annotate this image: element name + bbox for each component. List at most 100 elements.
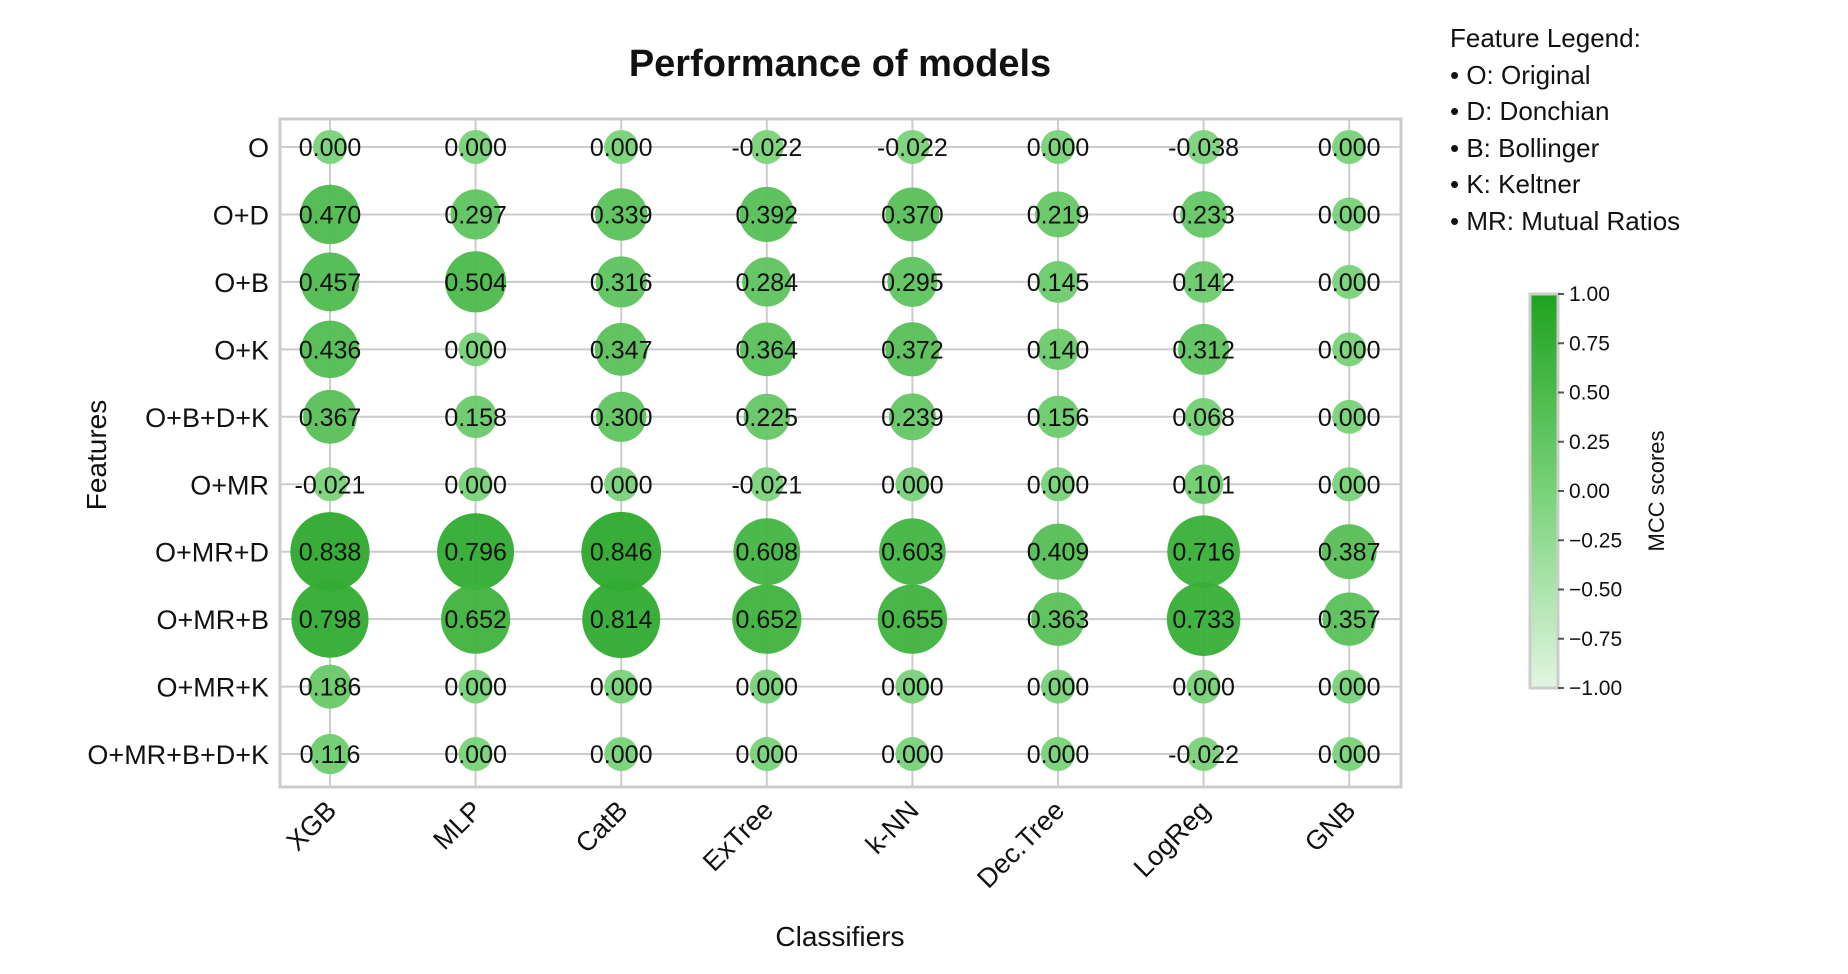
data-label: 0.000 xyxy=(881,471,944,499)
bubble xyxy=(1332,669,1367,704)
data-label: 0.000 xyxy=(1027,134,1090,162)
data-label: 0.000 xyxy=(1318,404,1381,432)
colorbar-tick-label: −0.25 xyxy=(1569,529,1622,552)
bubble xyxy=(885,187,940,242)
bubble xyxy=(1186,130,1221,164)
bubble xyxy=(887,256,938,307)
bubble xyxy=(1031,592,1085,646)
data-label: 0.339 xyxy=(590,201,653,229)
y-tick-label: O+B xyxy=(214,268,269,298)
data-label: 0.000 xyxy=(444,471,507,499)
data-label: 0.297 xyxy=(444,201,507,229)
bubble xyxy=(885,322,940,377)
bubble xyxy=(291,580,369,658)
data-label: -0.021 xyxy=(295,471,366,499)
data-label: 0.798 xyxy=(299,606,362,634)
data-label: 0.392 xyxy=(736,201,799,229)
y-tick-label: O+B+D+K xyxy=(145,403,269,433)
x-tick-label: XGB xyxy=(281,795,343,857)
colorbar-gradient xyxy=(1528,292,1560,690)
data-label: 0.000 xyxy=(1318,201,1381,229)
bubble xyxy=(739,322,794,377)
colorbar-tick-label: 0.75 xyxy=(1569,332,1610,355)
bubble xyxy=(1036,395,1080,439)
bubble xyxy=(454,395,497,439)
data-label: 0.814 xyxy=(590,606,653,634)
data-label: 0.312 xyxy=(1172,336,1235,364)
bubble xyxy=(458,130,493,164)
plot-frame xyxy=(278,117,1403,789)
data-label: 0.000 xyxy=(1027,471,1090,499)
data-label: 0.156 xyxy=(1027,404,1090,432)
data-label: 0.457 xyxy=(299,269,362,297)
y-tick-label: O+MR+D xyxy=(155,538,269,568)
colorbar-tick-label: 1.00 xyxy=(1569,283,1610,306)
bubble xyxy=(743,393,790,440)
bubble xyxy=(582,580,661,659)
data-label: 0.733 xyxy=(1172,606,1235,634)
bubble xyxy=(749,130,784,164)
data-label: 0.000 xyxy=(444,336,507,364)
data-label: 0.387 xyxy=(1318,539,1381,567)
bubble xyxy=(879,518,946,585)
data-label: 0.000 xyxy=(1027,741,1090,769)
bubble xyxy=(313,130,347,164)
data-label: 0.000 xyxy=(590,674,653,702)
data-label: 0.239 xyxy=(881,404,944,432)
bubble xyxy=(1332,467,1367,502)
bubble xyxy=(300,252,360,312)
bubble xyxy=(877,584,948,654)
data-label: 0.300 xyxy=(590,404,653,432)
bubble xyxy=(450,189,501,240)
x-tick-label: GNB xyxy=(1299,795,1362,858)
data-label: 0.347 xyxy=(590,336,653,364)
bubble xyxy=(1041,130,1075,164)
bubble xyxy=(1041,467,1075,502)
data-label: 0.000 xyxy=(444,674,507,702)
data-label: -0.038 xyxy=(1168,134,1239,162)
data-label: 0.000 xyxy=(881,674,944,702)
bubble xyxy=(895,737,930,772)
colorbar-tick-label: −0.50 xyxy=(1569,579,1622,602)
data-label: 0.000 xyxy=(1318,336,1381,364)
colorbar-tick-label: 0.00 xyxy=(1569,480,1610,503)
x-tick-label: k-NN xyxy=(860,795,925,860)
x-tick-label: LogReg xyxy=(1128,795,1216,883)
bubble xyxy=(895,130,930,164)
bubble xyxy=(749,737,784,772)
x-tick-label: CatB xyxy=(570,795,634,859)
data-label: 0.652 xyxy=(444,606,507,634)
data-label: 0.000 xyxy=(736,741,799,769)
bubble xyxy=(1332,399,1367,434)
data-label: 0.116 xyxy=(300,741,361,769)
bubble xyxy=(895,467,930,502)
data-label: 0.233 xyxy=(1172,201,1235,229)
bubble xyxy=(313,467,347,502)
bubble xyxy=(1037,260,1079,303)
bubble xyxy=(1186,737,1221,772)
bubble xyxy=(1041,737,1075,772)
data-label: 0.284 xyxy=(736,269,799,297)
colorbar: 1.00 0.75 0.50 0.25 0.00 −0.25 −0.50 −0.75 −1.00… xyxy=(1528,283,1669,700)
bubble xyxy=(604,737,639,772)
bubble xyxy=(895,669,930,704)
bubble xyxy=(1332,197,1367,232)
data-label: 0.000 xyxy=(1318,741,1381,769)
data-label: 0.145 xyxy=(1027,269,1090,297)
bubbles xyxy=(290,130,1377,775)
data-label: 0.000 xyxy=(299,134,362,162)
data-label: 0.603 xyxy=(881,539,944,567)
bubble xyxy=(1321,524,1377,580)
y-axis-label: Features xyxy=(81,400,112,511)
data-label: 0.372 xyxy=(881,336,944,364)
bubble xyxy=(1184,397,1223,436)
data-label: 0.652 xyxy=(736,606,799,634)
data-label: 0.225 xyxy=(736,404,799,432)
bubble xyxy=(1332,332,1367,367)
bubble xyxy=(303,389,357,444)
y-tick-label: O+MR+B xyxy=(156,605,269,635)
data-label: 0.363 xyxy=(1027,606,1090,634)
bubble xyxy=(594,322,648,376)
bubble xyxy=(1035,191,1081,238)
